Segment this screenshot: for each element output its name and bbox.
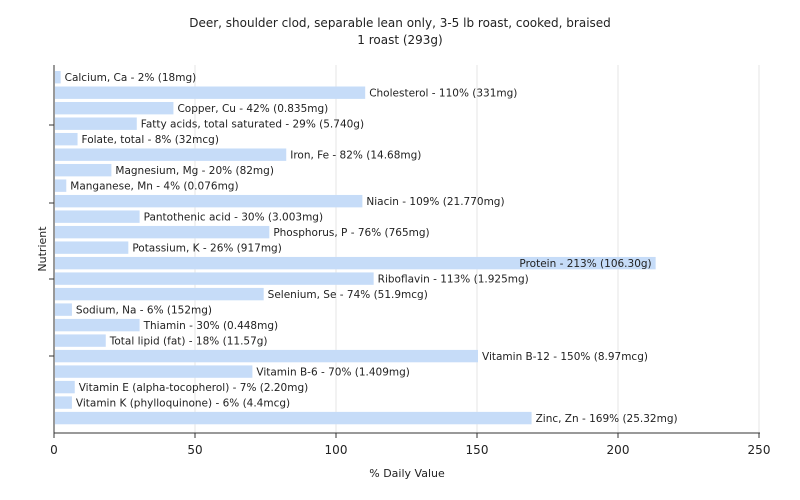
bar [55, 163, 112, 177]
bar-label: Vitamin E (alpha-tocopherol) - 7% (2.20m… [79, 382, 309, 394]
bar-label: Manganese, Mn - 4% (0.076mg) [70, 181, 238, 193]
bar [55, 256, 656, 270]
bar-label: Vitamin K (phylloquinone) - 6% (4.4mcg) [76, 398, 290, 410]
bar [55, 179, 67, 192]
bar [55, 365, 253, 378]
bar-label: Thiamin - 30% (0.448mg) [143, 320, 279, 332]
x-tick-label: 100 [325, 443, 348, 457]
bar [55, 349, 478, 363]
bar [55, 396, 72, 409]
bar [55, 241, 129, 254]
bar-label: Cholesterol - 110% (331mg) [369, 88, 517, 100]
bar [55, 287, 264, 301]
bar [55, 334, 106, 347]
bar-label: Potassium, K - 26% (917mg) [132, 243, 282, 255]
bar-label: Sodium, Na - 6% (152mg) [76, 305, 212, 317]
bar-label: Fatty acids, total saturated - 29% (5.74… [141, 119, 364, 131]
bar [55, 132, 78, 146]
bar-label: Phosphorus, P - 76% (765mg) [273, 227, 429, 239]
bar [55, 318, 140, 332]
x-tick-label: 0 [50, 443, 58, 457]
bar-label: Copper, Cu - 42% (0.835mg) [177, 103, 328, 115]
bar [55, 86, 366, 99]
bar [55, 101, 174, 115]
bar [55, 303, 72, 316]
bar-label: Folate, total - 8% (32mcg) [82, 134, 219, 146]
bar [55, 148, 287, 161]
x-tick-label: 250 [748, 443, 771, 457]
bar-label: Vitamin B-6 - 70% (1.409mg) [256, 367, 410, 379]
x-tick-label: 150 [466, 443, 489, 457]
chart-subtitle: 1 roast (293g) [357, 33, 442, 47]
bar-label: Zinc, Zn - 169% (25.32mg) [536, 413, 678, 425]
bar [55, 71, 61, 84]
bar-label: Calcium, Ca - 2% (18mg) [65, 72, 197, 84]
axes [49, 65, 760, 434]
y-axis-label: Nutrient [36, 226, 49, 272]
chart-title: Deer, shoulder clod, separable lean only… [189, 16, 611, 30]
bar-label: Iron, Fe - 82% (14.68mg) [290, 150, 421, 162]
bar [55, 194, 363, 208]
x-tick-label: 200 [607, 443, 630, 457]
x-ticks: 0 50 100 150 200 250 [50, 433, 770, 457]
bar-label: Magnesium, Mg - 20% (82mg) [115, 165, 274, 177]
bar-label: Pantothenic acid - 30% (3.003mg) [144, 212, 323, 224]
x-axis-label: % Daily Value [369, 467, 445, 480]
bar [55, 380, 75, 394]
bar-label: Riboflavin - 113% (1.925mg) [378, 274, 529, 286]
bar-label: Niacin - 109% (21.770mg) [366, 196, 504, 208]
bar [55, 210, 140, 223]
bar-label: Protein - 213% (106.30g) [519, 258, 651, 270]
bar [55, 411, 532, 425]
x-tick-label: 50 [187, 443, 202, 457]
bar-label: Vitamin B-12 - 150% (8.97mcg) [482, 351, 648, 363]
bar [55, 225, 270, 239]
bar-label: Total lipid (fat) - 18% (11.57g) [109, 336, 268, 348]
bar [55, 117, 137, 130]
bar-label: Selenium, Se - 74% (51.9mcg) [268, 289, 428, 301]
bar [55, 272, 374, 285]
bars: Calcium, Ca - 2% (18mg) Cholesterol - 110… [55, 71, 678, 425]
